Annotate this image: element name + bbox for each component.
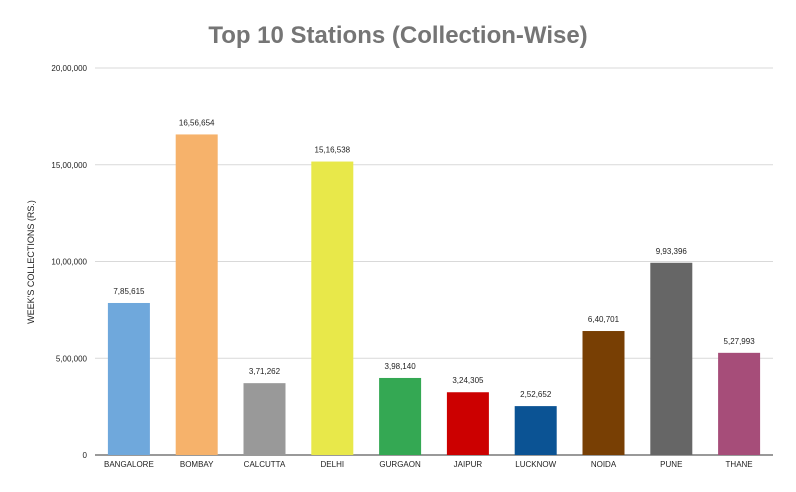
x-tick-label: GURGAON xyxy=(379,460,421,469)
bar-lucknow xyxy=(514,406,557,455)
bar-pune xyxy=(650,262,693,455)
y-tick-label: 20,00,000 xyxy=(51,64,87,73)
bar-noida xyxy=(582,331,625,455)
bar-delhi xyxy=(311,161,354,455)
bar-gurgaon xyxy=(379,377,422,455)
chart-title: Top 10 Stations (Collection-Wise) xyxy=(208,22,588,49)
data-label: 3,24,305 xyxy=(452,376,484,385)
bars xyxy=(107,134,761,456)
y-tick-label: 5,00,000 xyxy=(56,354,88,363)
data-label: 7,85,615 xyxy=(113,287,145,296)
x-tick-label: JAIPUR xyxy=(454,460,483,469)
bar-bombay xyxy=(175,134,218,456)
x-tick-label: BANGALORE xyxy=(104,460,154,469)
data-labels: 7,85,615 16,56,654 3,71,262 15,16,538 3,98,1… xyxy=(113,118,755,399)
data-label: 3,98,140 xyxy=(385,362,417,371)
x-tick-label: CALCUTTA xyxy=(244,460,286,469)
data-label: 5,27,993 xyxy=(724,337,756,346)
y-tick-label: 0 xyxy=(83,451,88,460)
data-label: 9,93,396 xyxy=(656,247,688,256)
data-label: 3,71,262 xyxy=(249,367,281,376)
x-tick-label: PUNE xyxy=(660,460,682,469)
data-label: 6,40,701 xyxy=(588,315,620,324)
bar-calcutta xyxy=(243,383,286,455)
y-tick-label: 15,00,000 xyxy=(51,161,87,170)
x-tick-label: THANE xyxy=(726,460,753,469)
data-label: 16,56,654 xyxy=(179,118,215,127)
x-tick-labels: BANGALORE BOMBAY CALCUTTA DELHI GURGAON JAIPU… xyxy=(104,460,753,469)
x-tick-label: LUCKNOW xyxy=(515,460,556,469)
x-tick-label: NOIDA xyxy=(591,460,617,469)
y-tick-label: 10,00,000 xyxy=(51,258,87,267)
data-label: 15,16,538 xyxy=(315,146,351,155)
x-tick-label: DELHI xyxy=(321,460,345,469)
data-label: 2,52,652 xyxy=(520,390,552,399)
x-tick-label: BOMBAY xyxy=(180,460,214,469)
y-tick-labels: 0 5,00,000 10,00,000 15,00,000 20,00,000 xyxy=(51,64,87,460)
bar-thane xyxy=(718,352,761,455)
bar-bangalore xyxy=(107,302,150,455)
bar-jaipur xyxy=(446,392,489,455)
